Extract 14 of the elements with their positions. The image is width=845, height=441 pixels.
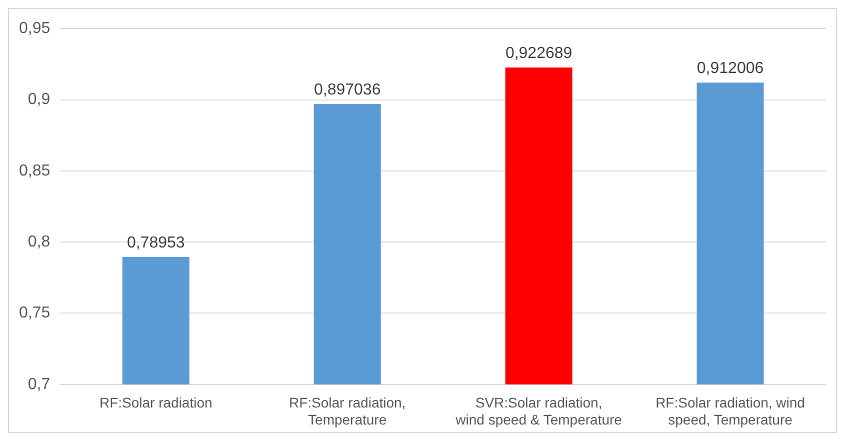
data-label: 0,912006 xyxy=(696,60,764,78)
y-tick-label: 0,85 xyxy=(19,162,50,180)
y-tick-label: 0,75 xyxy=(19,304,50,322)
y-tick-label: 0,7 xyxy=(28,376,50,393)
x-tick-label: RF:Solar radiation, wind speed, Temperature xyxy=(656,394,805,428)
y-tick-label: 0,8 xyxy=(28,233,50,250)
y-tick-label: 0,95 xyxy=(19,20,50,38)
data-label: 0,897036 xyxy=(314,81,381,98)
x-tick-label: RF:Solar radiation xyxy=(99,394,212,411)
data-label: 0,922689 xyxy=(505,44,572,62)
data-label: 0,78953 xyxy=(126,234,185,252)
x-tick-label: SVR:Solar radiation, wind speed & Temperature xyxy=(454,394,622,428)
x-tick-label: RF:Solar radiation, Temperature xyxy=(288,394,406,428)
y-tick-label: 0,9 xyxy=(28,91,50,108)
